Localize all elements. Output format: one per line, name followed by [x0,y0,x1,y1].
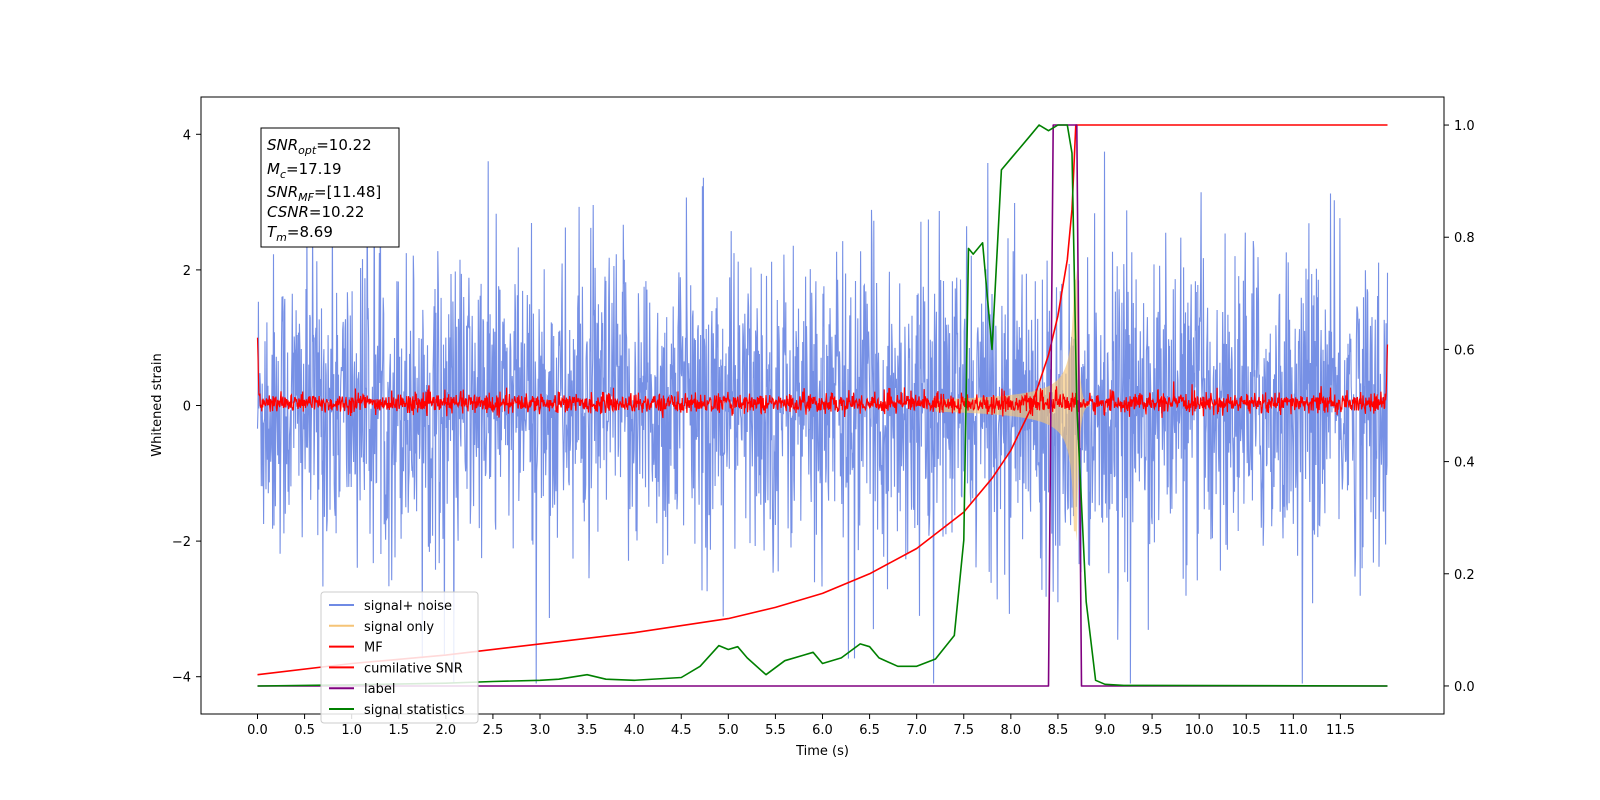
legend-label: signal+ noise [364,599,452,614]
y2-tick-label: 0.2 [1454,568,1475,583]
annotation-frame [260,127,400,248]
x-tick-label: 1.5 [388,723,409,738]
x-tick-label: 1.0 [341,723,362,738]
legend-label: MF [364,641,383,656]
x-tick-label: 7.0 [906,723,927,738]
series-signal-noise-line [256,127,1389,684]
legend-label: cumilative SNR [364,661,463,676]
x-tick-label: 5.5 [765,723,786,738]
x-tick-label: 5.0 [718,723,739,738]
annotation-snr-opt-value: =10.22 [316,136,372,154]
series-mf-line [256,337,1389,419]
legend: signal+ noise signal only MF cumilative SNR… [320,591,479,724]
x-tick-label: 6.0 [812,723,833,738]
x-tick-label: 3.5 [577,723,598,738]
x-tick-label: 8.5 [1048,723,1069,738]
x-tick-label: 8.0 [1000,723,1021,738]
annotation-csnr-name: CSNR [267,203,309,221]
annotation-snr-opt: SNRopt=10.22 [267,136,372,157]
annotation-csnr-value: =10.22 [309,203,365,221]
annotation-tm-name: T [267,223,278,241]
y-tick-label: −2 [172,535,191,550]
y-tick-label: 2 [183,264,191,279]
annotation-snr-mf-sub: MF [298,191,314,204]
series-signal-statistics-line [257,124,1388,687]
x-tick-label: 9.5 [1142,723,1163,738]
x-tick-label: 9.0 [1095,723,1116,738]
x-tick-label: 4.5 [671,723,692,738]
legend-label: signal statistics [364,703,465,718]
annotation-mc: Mc=17.19 [267,160,342,181]
legend-label: signal only [364,620,434,635]
annotation-box: SNRopt=10.22 Mc=17.19 SNRMF=[11.48] CSNR… [260,127,400,248]
y2-tick-label: 0.0 [1454,680,1475,695]
x-tick-label: 7.5 [953,723,974,738]
y-tick-label: 0 [183,400,191,415]
annotation-snr-opt-sub: opt [298,144,317,157]
annotation-tm: Tm=8.69 [267,223,333,244]
y-tick-label: 4 [183,128,191,143]
annotation-snr-opt-name: SNR [267,136,298,154]
y2-tick-label: 0.8 [1454,231,1475,246]
axes-ticks: 0.0 0.5 1.0 1.5 2.0 2.5 3.0 3.5 4.0 4.5 5.0 5.5 6.0 6… [172,119,1475,738]
legend-label: label [364,682,395,697]
x-tick-label: 0.5 [294,723,315,738]
x-tick-label: 2.5 [483,723,504,738]
annotation-csnr: CSNR=10.22 [267,203,364,221]
x-tick-label: 0.0 [247,723,268,738]
x-tick-label: 4.0 [624,723,645,738]
y-axis-label: Whitened strain [150,353,165,456]
plot-area [256,124,1389,687]
x-tick-label: 11.0 [1279,723,1308,738]
annotation-mc-sub: c [280,168,286,181]
annotation-snr-mf: SNRMF=[11.48] [267,183,381,204]
x-tick-label: 6.5 [859,723,880,738]
annotation-tm-sub: m [276,231,287,244]
y2-tick-label: 0.6 [1454,343,1475,358]
annotation-snr-mf-name: SNR [267,183,298,201]
y2-tick-label: 0.4 [1454,456,1475,471]
annotation-mc-name: M [267,160,280,178]
legend-frame [320,591,479,724]
x-tick-label: 10.0 [1185,723,1214,738]
x-tick-label: 3.0 [530,723,551,738]
x-axis-label: Time (s) [795,744,849,759]
x-tick-label: 11.5 [1326,723,1355,738]
annotation-mc-value: =17.19 [286,160,342,178]
annotation-snr-mf-value: =[11.48] [314,183,381,201]
annotation-tm-value: =8.69 [287,223,333,241]
x-tick-label: 10.5 [1232,723,1261,738]
y2-tick-label: 1.0 [1454,119,1475,134]
series-cumulative-snr-line [257,124,1388,676]
x-tick-label: 2.0 [435,723,456,738]
y-tick-label: −4 [172,671,191,686]
